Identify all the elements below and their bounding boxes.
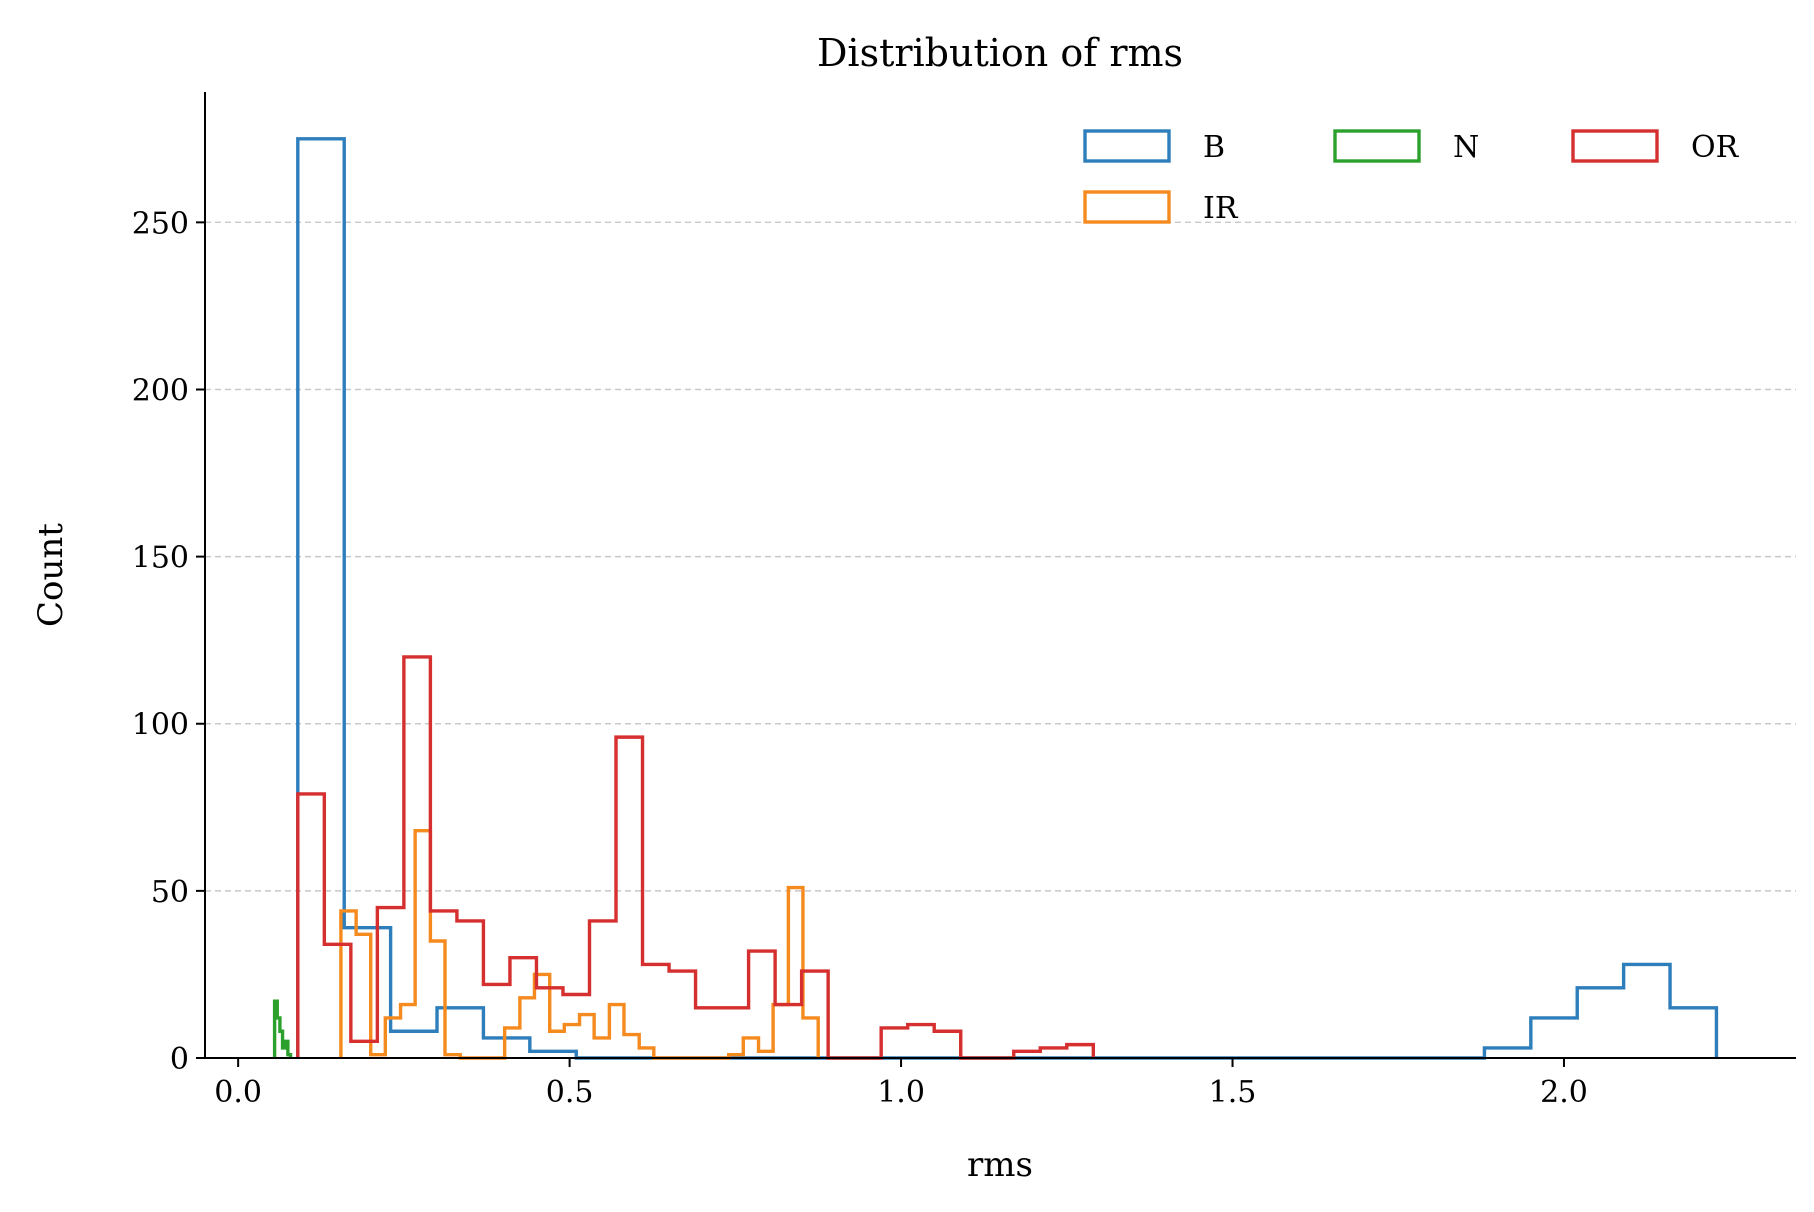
legend-swatch-or [1571, 129, 1659, 163]
y-tick-label: 50 [151, 875, 189, 910]
histogram-series-or [296, 655, 1096, 1060]
x-tick-label: 2.0 [1540, 1075, 1588, 1110]
axes [204, 92, 1796, 1059]
legend-label-n: N [1453, 130, 1479, 165]
legend-label-ir: IR [1203, 191, 1239, 226]
legend: B IR N OR [1083, 129, 1740, 226]
legend-swatch-ir [1083, 190, 1171, 224]
legend-label-b: B [1203, 130, 1225, 165]
x-tick-label: 0.0 [214, 1075, 262, 1110]
histogram-series-n [272, 999, 293, 1058]
y-axis-title: Count [31, 523, 71, 627]
gridlines [205, 221, 1796, 892]
y-tick-label: 200 [132, 373, 189, 408]
series-layer [272, 137, 1719, 1060]
y-tick-label: 150 [132, 541, 189, 576]
x-tick-label: 1.5 [1209, 1075, 1257, 1110]
y-tick-label: 0 [170, 1042, 189, 1077]
x-tick-label: 1.0 [877, 1075, 925, 1110]
y-tick-label: 100 [132, 708, 189, 743]
ticks: 0.0 0.5 1.0 1.5 2.0 0 50 100 150 200 250 [132, 206, 1588, 1110]
histogram-series-b [296, 137, 1719, 1060]
y-tick-label: 250 [132, 206, 189, 241]
histogram-series-ir [339, 829, 820, 1060]
chart-title: Distribution of rms [817, 31, 1183, 75]
legend-swatch-b [1083, 129, 1171, 163]
legend-swatch-n [1333, 129, 1421, 163]
x-axis-title: rms [967, 1145, 1033, 1185]
x-tick-label: 0.5 [546, 1075, 594, 1110]
legend-label-or: OR [1691, 130, 1740, 165]
